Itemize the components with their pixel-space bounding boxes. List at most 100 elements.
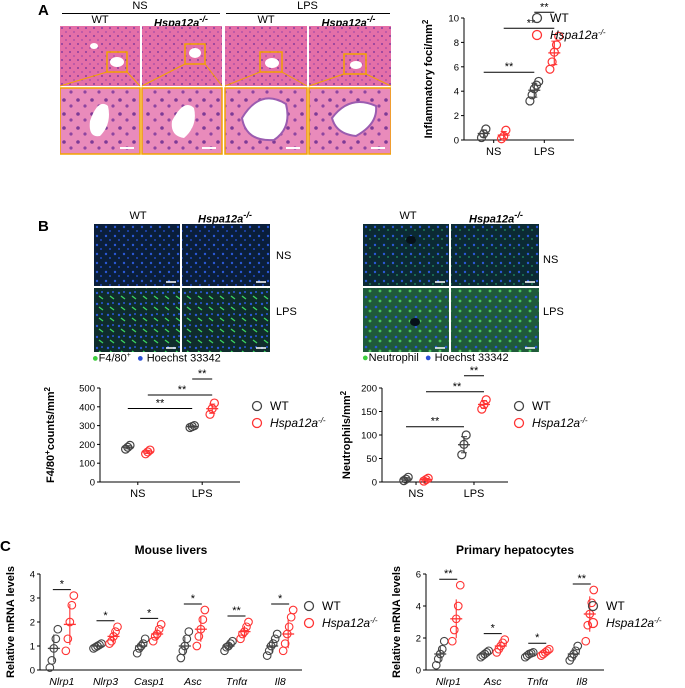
group-line-ns: [62, 13, 220, 14]
panel-label-b: B: [38, 218, 49, 235]
data-point: [140, 634, 150, 644]
legend-marker-ko: [251, 417, 263, 429]
data-point: [107, 636, 116, 646]
data-point: [268, 639, 278, 648]
data-point: [264, 646, 274, 656]
legend-b2: WT Hspa12a-/-: [513, 399, 588, 430]
data-point: [554, 31, 564, 41]
data-point: [571, 646, 581, 656]
data-point: [481, 124, 491, 134]
data-point: [284, 622, 294, 632]
legend-marker-wt: [513, 400, 525, 412]
b-left-col-wt: WT: [129, 210, 147, 222]
y-tick-label: 0: [30, 666, 35, 677]
data-point: [192, 641, 202, 651]
legend-label-ko: Hspa12a-/-: [532, 416, 588, 430]
legend-label-ko: Hspa12a-/-: [606, 616, 662, 630]
y-tick-label: 400: [79, 402, 95, 413]
green-dot-icon: ●: [92, 352, 99, 365]
legend-marker-ko: [513, 417, 525, 429]
data-point: [152, 629, 162, 639]
data-point: [479, 129, 489, 139]
data-point: [61, 646, 71, 656]
data-point: [242, 622, 251, 632]
data-point: [477, 404, 487, 414]
data-point: [451, 614, 461, 624]
data-point: [240, 627, 249, 636]
data-point: [67, 600, 77, 610]
data-point: [51, 634, 61, 644]
x-tick-label: NS: [130, 488, 145, 500]
legend-label-ko: Hspa12a-/-: [550, 28, 606, 42]
data-point: [111, 627, 120, 636]
y-tick-label: 4: [416, 602, 421, 613]
data-point: [272, 629, 282, 639]
y-tick-label: 10: [448, 14, 459, 25]
y-tick-label: 2: [30, 618, 35, 629]
data-point: [534, 76, 544, 87]
data-point: [198, 615, 208, 624]
x-tick-label: Asc: [483, 676, 502, 688]
data-point: [178, 646, 188, 656]
y-axis-label: Neutrophils/mm2: [339, 390, 353, 479]
sig-label: **: [453, 381, 462, 393]
x-tick-label: Asc: [183, 676, 202, 688]
data-point: [266, 641, 276, 651]
y-tick-label: 200: [79, 440, 95, 451]
data-point: [542, 646, 552, 656]
data-point: [501, 125, 511, 135]
legend-marker-ko: [303, 617, 315, 629]
data-point: [176, 653, 186, 663]
data-point: [189, 420, 199, 431]
x-tick-label: NS: [408, 488, 423, 500]
data-point: [544, 644, 554, 654]
data-point: [585, 609, 595, 619]
y-tick-label: 4: [454, 87, 459, 98]
data-point: [150, 632, 160, 641]
sig-label: *: [491, 623, 496, 635]
legend-marker-wt: [303, 600, 315, 612]
b-right-col-wt: WT: [399, 210, 417, 222]
data-point: [156, 620, 166, 629]
y-tick-label: 300: [79, 421, 95, 432]
sig-label: **: [540, 1, 549, 13]
blue-dot-icon: ●: [137, 352, 144, 365]
data-point: [479, 399, 489, 410]
data-point: [433, 654, 443, 664]
data-point: [401, 474, 411, 484]
group-header-lps: LPS: [297, 0, 318, 12]
y-tick-label: 150: [361, 407, 377, 418]
sig-label: **: [470, 366, 479, 377]
sig-label: *: [60, 579, 65, 591]
data-point: [236, 634, 245, 644]
data-point: [459, 439, 469, 450]
group-line-lps: [226, 13, 390, 14]
data-point: [262, 651, 272, 660]
f480-counts-chart: 0 100 200 300 400 500 NS LPS ** ** ** F4/80+counts/…: [43, 368, 240, 500]
legend-label-wt: WT: [270, 399, 289, 413]
primary-hepatocytes-chart: Primary hepatocytes 0 2 4 6 Nlrp1 ** Asc * Tnfα * I…: [391, 543, 604, 688]
data-point: [431, 660, 441, 670]
sig-label: **: [232, 605, 241, 617]
b-right-row-ns: NS: [543, 254, 559, 266]
data-point: [145, 445, 155, 455]
data-point: [136, 641, 146, 651]
b-right-legend: ●Neutrophil ● Hoechst 33342: [362, 352, 509, 364]
b-right-col-ko: Hspa12a-/-: [469, 210, 523, 226]
data-point: [423, 473, 433, 483]
data-point: [148, 636, 158, 646]
legend-c1: WT Hspa12a-/-: [303, 599, 378, 630]
data-point: [403, 472, 413, 482]
x-tick-label: LPS: [534, 146, 555, 158]
data-point: [47, 656, 57, 665]
legend-label-ko: Hspa12a-/-: [270, 416, 326, 430]
green-dot-icon: ●: [362, 352, 369, 364]
data-point: [437, 644, 447, 654]
data-point: [496, 134, 507, 144]
data-point: [113, 622, 122, 632]
data-point: [270, 634, 280, 644]
legend-label-wt: WT: [532, 399, 551, 413]
y-tick-label: 0: [454, 136, 459, 147]
y-tick-label: 6: [416, 570, 421, 581]
y-tick-label: 50: [366, 454, 377, 465]
